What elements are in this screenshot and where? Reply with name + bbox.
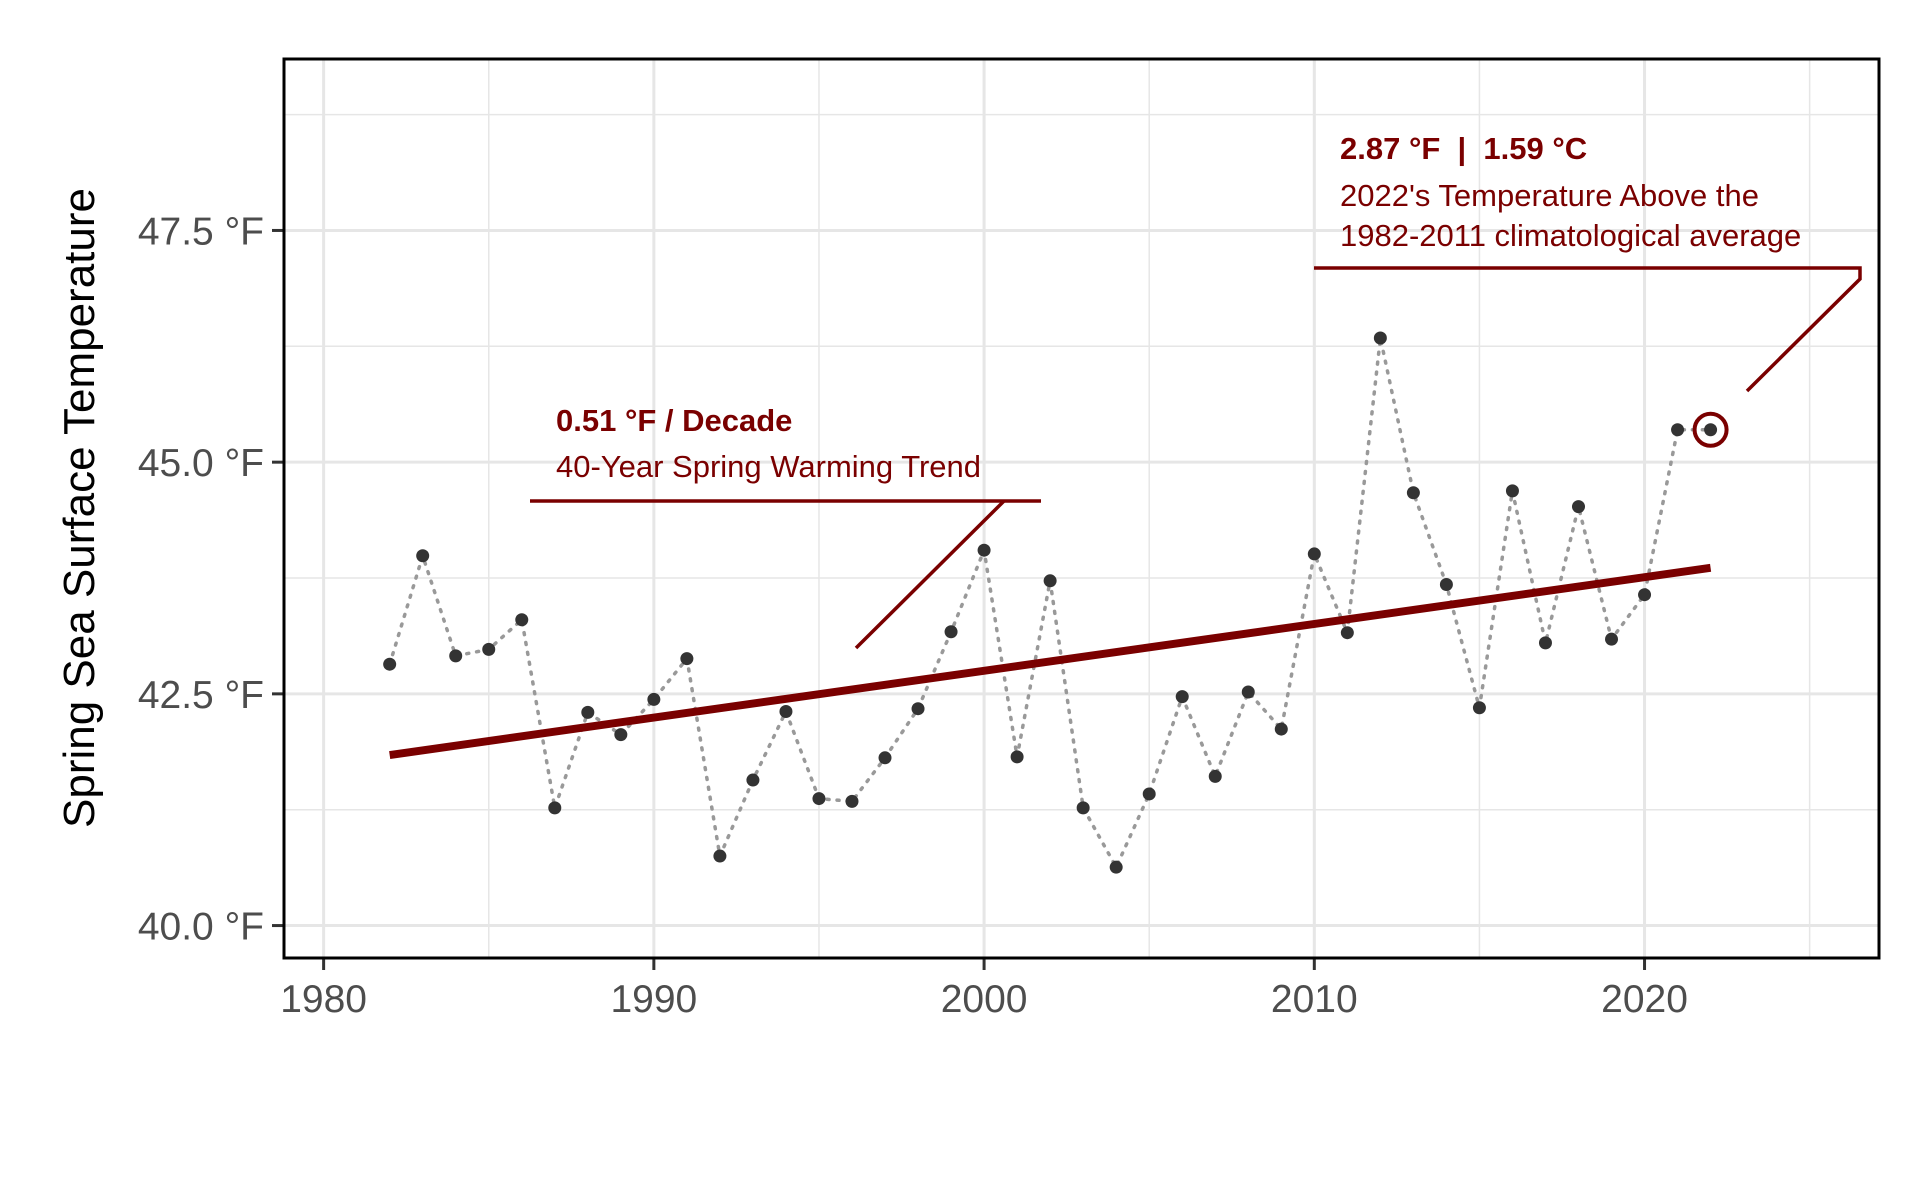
- data-point: [1340, 626, 1354, 640]
- data-point: [416, 549, 430, 563]
- x-axis: 1980 1990 2000 2010 2020: [280, 958, 1688, 1021]
- latest-value-annotation: 2.87 °F | 1.59 °C: [1340, 131, 1587, 166]
- latest-label-annotation-line1: 2022's Temperature Above the: [1340, 178, 1759, 213]
- major-gridlines: [284, 59, 1879, 958]
- data-point: [1175, 690, 1189, 704]
- data-points: [383, 331, 1718, 874]
- data-point: [1142, 787, 1156, 801]
- data-point: [1406, 486, 1420, 500]
- data-point: [1439, 577, 1453, 591]
- annotations: 0.51 °F / Decade 40-Year Spring Warming …: [530, 131, 1862, 650]
- data-point: [812, 792, 826, 806]
- data-point: [746, 773, 760, 787]
- latest-label-annotation-line2: 1982-2011 climatological average: [1340, 218, 1801, 253]
- data-point: [1043, 574, 1057, 588]
- y-tick-label: 42.5 °F: [138, 674, 264, 717]
- data-point: [482, 642, 496, 656]
- data-point: [845, 794, 859, 808]
- data-point: [878, 751, 892, 765]
- data-point: [1109, 860, 1123, 874]
- data-point: [1076, 801, 1090, 815]
- data-point: [1704, 423, 1718, 437]
- data-point: [581, 705, 595, 719]
- trend-value-annotation: 0.51 °F / Decade: [556, 403, 792, 438]
- x-tick-label: 1980: [280, 978, 367, 1021]
- data-point: [614, 728, 628, 742]
- y-tick-label: 45.0 °F: [138, 442, 264, 485]
- data-point: [1571, 500, 1585, 514]
- data-point: [1274, 722, 1288, 736]
- data-point: [548, 801, 562, 815]
- data-point: [1010, 750, 1024, 764]
- data-point: [1307, 547, 1321, 561]
- trend-annotation-pointer: [854, 499, 1006, 650]
- data-point: [515, 613, 529, 627]
- data-point: [977, 543, 991, 557]
- x-tick-label: 1990: [610, 978, 697, 1021]
- x-tick-label: 2020: [1601, 978, 1688, 1021]
- data-point: [944, 625, 958, 639]
- data-point: [1241, 685, 1255, 699]
- y-axis: 40.0 °F 42.5 °F 45.0 °F 47.5 °F: [138, 210, 284, 949]
- trend-line-group: [389, 563, 1712, 759]
- data-point: [1671, 423, 1685, 437]
- data-point: [449, 649, 463, 663]
- data-point: [1472, 701, 1486, 715]
- y-tick-label: 40.0 °F: [138, 906, 264, 949]
- y-axis-title: Spring Sea Surface Temperature: [55, 188, 104, 828]
- x-tick-label: 2000: [941, 978, 1028, 1021]
- trend-line: [389, 563, 1712, 759]
- data-point: [647, 692, 661, 706]
- data-point: [911, 702, 925, 716]
- data-point: [713, 849, 727, 863]
- data-point: [680, 652, 694, 666]
- plot-frame: [282, 57, 1881, 960]
- y-tick-label: 47.5 °F: [138, 210, 264, 253]
- data-point: [383, 657, 397, 671]
- data-point: [1505, 484, 1519, 498]
- highlight-ring: [1692, 411, 1729, 448]
- latest-annotation-leader: [1314, 266, 1862, 393]
- trend-label-annotation: 40-Year Spring Warming Trend: [556, 449, 981, 484]
- data-point: [1605, 632, 1619, 646]
- data-point: [1638, 588, 1652, 602]
- data-point: [1208, 769, 1222, 783]
- latest-year-highlight: [1692, 411, 1729, 448]
- data-point: [779, 704, 793, 718]
- x-tick-label: 2010: [1271, 978, 1358, 1021]
- data-point: [1538, 636, 1552, 650]
- data-point: [1373, 331, 1387, 345]
